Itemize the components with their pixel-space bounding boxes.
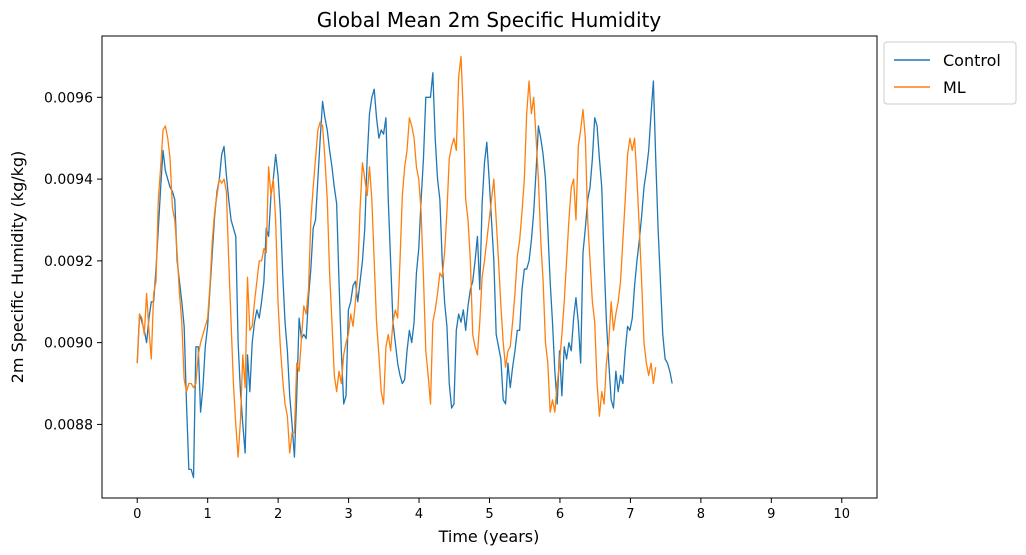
y-tick-label: 0.0094 [44, 172, 93, 188]
legend-label-ml: ML [943, 78, 966, 97]
legend-label-control: Control [943, 51, 1001, 70]
y-tick-label: 0.0090 [44, 336, 93, 352]
x-tick-label: 7 [626, 507, 634, 522]
series-line-control [136, 72, 673, 479]
plot-series [136, 55, 673, 479]
x-axis-label: Time (years) [438, 527, 540, 546]
x-tick-label: 4 [415, 507, 423, 522]
chart-title: Global Mean 2m Specific Humidity [317, 8, 662, 32]
y-tick-label: 0.0092 [44, 254, 93, 270]
x-tick-label: 8 [697, 507, 705, 522]
plot-frame [101, 35, 878, 499]
x-tick-label: 2 [274, 507, 282, 522]
x-axis: 0 1 2 3 4 5 6 7 8 9 10 [133, 498, 850, 522]
y-axis: 0.0088 0.0090 0.0092 0.0094 0.0096 [44, 90, 102, 433]
legend-box [883, 41, 1017, 105]
legend: Control ML [883, 41, 1017, 105]
series-line-ml [136, 55, 657, 458]
x-tick-label: 1 [204, 507, 212, 522]
x-tick-label: 10 [833, 507, 850, 522]
y-tick-label: 0.0096 [44, 90, 93, 106]
x-tick-label: 5 [485, 507, 493, 522]
x-tick-label: 3 [344, 507, 352, 522]
x-tick-label: 6 [556, 507, 564, 522]
y-axis-label: 2m Specific Humidity (kg/kg) [8, 151, 27, 384]
x-tick-label: 0 [133, 507, 141, 522]
x-tick-label: 9 [767, 507, 775, 522]
y-tick-label: 0.0088 [44, 417, 93, 433]
